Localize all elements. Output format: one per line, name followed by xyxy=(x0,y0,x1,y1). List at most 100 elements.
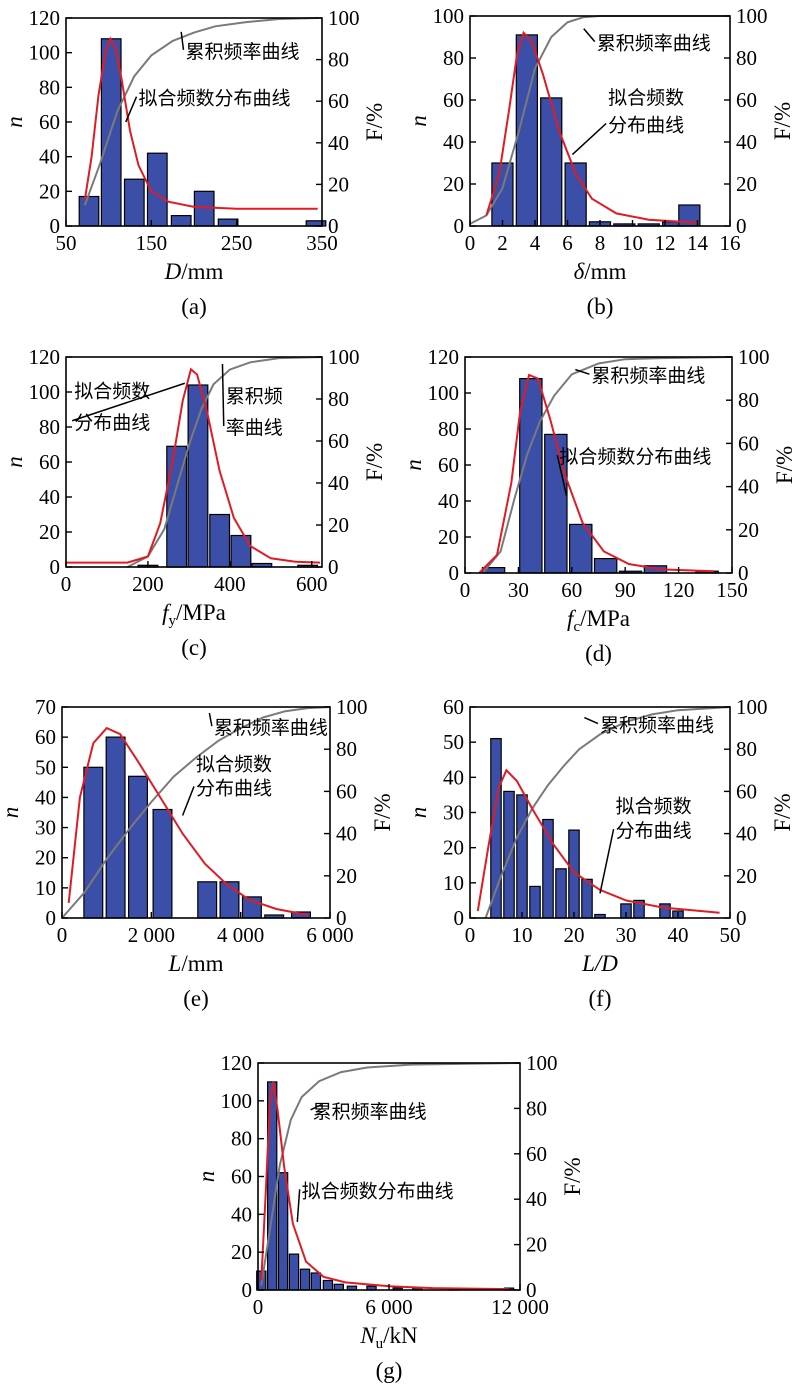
bar xyxy=(540,97,563,227)
y-tick-label: 20 xyxy=(39,179,60,203)
bar xyxy=(288,1253,300,1291)
x-tick-label: 12 000 xyxy=(491,1295,549,1319)
bar xyxy=(152,808,173,919)
y2-tick-label: 80 xyxy=(736,737,757,761)
cumulative-frequency-curve xyxy=(260,1062,521,1286)
y-axis-label: n xyxy=(2,456,27,468)
y2-tick-label: 100 xyxy=(736,4,768,28)
y-tick-label: 10 xyxy=(443,871,464,895)
x-axis-label: δ/mm xyxy=(574,259,627,284)
y-tick-label: 20 xyxy=(35,846,56,870)
x-tick-label: 6 xyxy=(562,231,573,255)
annotation-label: 分布曲线 xyxy=(196,777,272,799)
annotation-label: 拟合频数 xyxy=(196,753,272,775)
panel-caption: (c) xyxy=(181,635,207,660)
y-tick-label: 30 xyxy=(443,801,464,825)
fitted-frequency-curve xyxy=(83,36,318,210)
panel-f: 0 10 20 30 40 500102030405060020406080100L/Dn… xyxy=(406,695,795,1011)
y2-axis-label: F/% xyxy=(362,443,387,481)
panel-caption: (f) xyxy=(589,986,612,1011)
bar xyxy=(123,178,145,227)
annotation-label: 累积频率曲线 xyxy=(591,365,705,387)
panel-a: 50 150 250 350020406080100120020406080100D/… xyxy=(2,6,387,319)
x-tick-label: 0 xyxy=(465,923,476,947)
bar xyxy=(529,885,541,919)
y2-axis-label: F/% xyxy=(370,793,395,831)
x-tick-label: 0 xyxy=(465,231,476,255)
y2-tick-label: 80 xyxy=(328,387,349,411)
fitted-frequency-curve xyxy=(478,373,715,574)
x-axis-label: L/mm xyxy=(168,951,224,976)
y2-tick-label: 40 xyxy=(336,822,357,846)
y-tick-label: 80 xyxy=(231,1127,252,1151)
y2-tick-label: 20 xyxy=(328,513,349,537)
y-tick-label: 60 xyxy=(35,725,56,749)
y2-tick-label: 20 xyxy=(526,1233,547,1257)
panel-b: 0 2 4 6 8 10 12 14 16020406080100020406080100δ/m… xyxy=(406,4,795,319)
y-tick-label: 10 xyxy=(35,876,56,900)
y2-axis-label: F/% xyxy=(770,793,795,831)
x-tick-label: 0 xyxy=(57,923,68,947)
y2-tick-label: 0 xyxy=(736,906,747,930)
panel-caption: (e) xyxy=(183,986,209,1011)
x-tick-label: 20 xyxy=(564,923,585,947)
bar xyxy=(491,162,514,227)
annotation-label: 累积频率曲线 xyxy=(600,715,714,737)
x-tick-label: 200 xyxy=(132,572,164,596)
cumulative-frequency-curve xyxy=(482,356,733,574)
fitted-frequency-curve xyxy=(66,367,321,564)
y2-axis-label: F/% xyxy=(362,103,387,141)
bar xyxy=(217,218,239,227)
x-tick-label: 6 000 xyxy=(365,1295,412,1319)
annotation-label: 率曲线 xyxy=(226,417,283,439)
panel-caption: (b) xyxy=(587,294,614,319)
annotation-label: 拟合频数分布曲线 xyxy=(559,446,711,468)
x-tick-label: 250 xyxy=(221,231,253,255)
y2-tick-label: 100 xyxy=(328,6,360,30)
annotation-leader xyxy=(221,363,225,427)
annotation-label: 拟合频数 xyxy=(608,87,684,109)
bar xyxy=(209,513,231,568)
x-tick-label: 150 xyxy=(716,578,748,602)
x-tick-label: 12 xyxy=(655,231,676,255)
annotation-label: 拟合频数分布曲线 xyxy=(302,1180,454,1202)
y-tick-label: 20 xyxy=(438,525,459,549)
y-tick-label: 0 xyxy=(50,214,61,238)
y-axis-label: n xyxy=(406,115,431,127)
y2-tick-label: 40 xyxy=(526,1187,547,1211)
y-tick-label: 0 xyxy=(454,906,465,930)
y-tick-label: 40 xyxy=(443,130,464,154)
y-tick-label: 60 xyxy=(39,110,60,134)
y-tick-label: 50 xyxy=(443,730,464,754)
x-tick-label: 150 xyxy=(136,231,168,255)
panel-caption: (g) xyxy=(376,1358,403,1383)
y-tick-label: 0 xyxy=(454,214,465,238)
y-axis-label: n xyxy=(0,807,23,819)
y-tick-label: 40 xyxy=(35,785,56,809)
x-tick-label: 600 xyxy=(296,572,328,596)
x-tick-label: 10 xyxy=(512,923,533,947)
y2-axis-label: F/% xyxy=(770,102,795,140)
y2-tick-label: 80 xyxy=(738,388,759,412)
y2-axis-label: F/% xyxy=(772,446,797,484)
y-tick-label: 120 xyxy=(221,1051,253,1075)
x-tick-label: 0 xyxy=(253,1295,264,1319)
bar xyxy=(187,384,209,568)
y-tick-label: 60 xyxy=(231,1165,252,1189)
annotation-label: 累积频率曲线 xyxy=(185,41,299,63)
y2-tick-label: 20 xyxy=(736,172,757,196)
x-tick-label: 2 xyxy=(497,231,508,255)
y-tick-label: 80 xyxy=(39,415,60,439)
panel-d: 0 30 60 90 120 150020406080100120020406080100… xyxy=(401,345,797,666)
y-axis-label: n xyxy=(194,1171,219,1183)
annotation-label: 拟合频数 xyxy=(616,796,692,818)
annotation-label: 累积频率曲线 xyxy=(214,717,328,739)
y-tick-label: 80 xyxy=(443,46,464,70)
panel-caption: (a) xyxy=(181,294,207,319)
y2-tick-label: 100 xyxy=(738,345,770,369)
x-tick-label: 350 xyxy=(306,231,338,255)
y2-tick-label: 80 xyxy=(526,1096,547,1120)
y2-tick-label: 0 xyxy=(736,214,747,238)
fitted-frequency-curve xyxy=(67,726,308,916)
